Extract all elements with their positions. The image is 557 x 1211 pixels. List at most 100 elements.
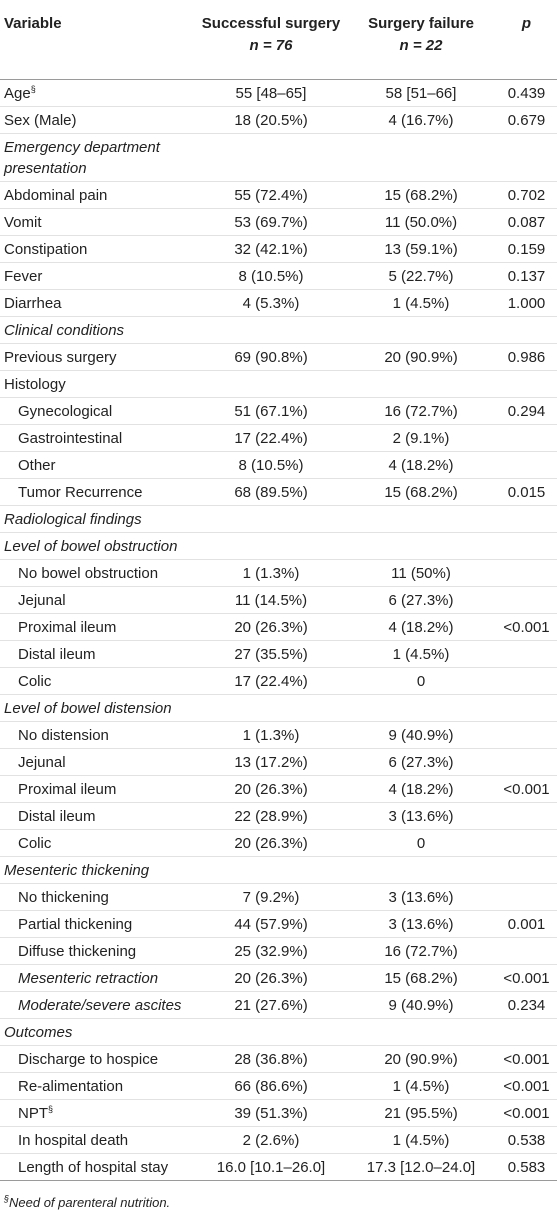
table-row: No bowel obstruction 1 (1.3%) 11 (50%) [0,559,557,587]
value-cell [346,1018,496,1046]
table-row: Tumor Recurrence 68 (89.5%) 15 (68.2%) 0.01… [0,478,557,506]
cell-value: 1 (1.3%) [242,726,300,744]
row-label-cell: Mesenteric thickening [0,856,196,884]
table-row: Diffuse thickening 25 (32.9%) 16 (72.7%) [0,937,557,965]
cell-value: 1.000 [507,294,546,312]
value-cell: 0.538 [496,1126,557,1154]
value-cell [496,559,557,587]
value-cell [346,370,496,398]
cell-value: 55 (72.4%) [234,186,308,204]
row-label: Level of bowel obstruction [4,537,178,555]
row-label: Mesenteric thickening [4,861,150,879]
table-row: In hospital death 2 (2.6%) 1 (4.5%) 0.538 [0,1126,557,1154]
cell-value: 0.679 [507,111,546,129]
cell-value: <0.001 [503,969,550,987]
value-cell: 0.702 [496,181,557,209]
value-cell: 20 (26.3%) [196,829,346,857]
value-cell [496,667,557,695]
table-row: Proximal ileum 20 (26.3%) 4 (18.2%) <0.001 [0,613,557,641]
cell-value: 11 (14.5%) [234,591,308,609]
value-cell [496,424,557,452]
cell-value: 21 (95.5%) [384,1104,458,1122]
table-row: NPT§ 39 (51.3%) 21 (95.5%) <0.001 [0,1099,557,1127]
cell-value: 13 (59.1%) [384,240,458,258]
row-label-cell: Gastrointestinal [0,424,196,452]
cell-value: <0.001 [503,618,550,636]
value-cell [346,532,496,560]
row-label: Gynecological [18,402,113,420]
value-cell: 11 (14.5%) [196,586,346,614]
value-cell: 68 (89.5%) [196,478,346,506]
value-cell: 1 (4.5%) [346,1126,496,1154]
row-label-cell: Discharge to hospice [0,1045,196,1073]
row-label: Re-alimentation [18,1077,124,1095]
cell-value: 2 (9.1%) [392,429,450,447]
row-label: No bowel obstruction [18,564,159,582]
row-label-cell: Fever [0,262,196,290]
value-cell: 1 (1.3%) [196,721,346,749]
cell-value: 4 (18.2%) [388,780,454,798]
cell-value: <0.001 [503,780,550,798]
row-label-cell: Histology [0,370,196,398]
cell-value: 0 [416,672,426,690]
cell-value: 0.015 [507,483,546,501]
cell-value: 3 (13.6%) [388,915,454,933]
cell-value: 55 [48–65] [235,84,307,102]
table-row: Re-alimentation 66 (86.6%) 1 (4.5%) <0.001 [0,1072,557,1100]
table-row: Radiological findings [0,505,557,533]
row-label: Outcomes [4,1023,73,1041]
cell-value: 16 (72.7%) [384,942,458,960]
value-cell: <0.001 [496,964,557,992]
cell-value: 17 (22.4%) [234,429,308,447]
value-cell: 51 (67.1%) [196,397,346,425]
value-cell: 9 (40.9%) [346,991,496,1019]
row-label: Fever [4,267,43,285]
value-cell [496,748,557,776]
value-cell: 66 (86.6%) [196,1072,346,1100]
header-text: p [521,15,532,32]
value-cell [196,1018,346,1046]
row-label-cell: Re-alimentation [0,1072,196,1100]
value-cell: 1 (4.5%) [346,640,496,668]
value-cell: 0.137 [496,262,557,290]
cell-value: 20 (26.3%) [234,618,308,636]
row-label: Age§ [4,83,36,102]
value-cell: 1 (4.5%) [346,289,496,317]
cell-value: 0.234 [507,996,546,1014]
value-cell: 4 (16.7%) [346,106,496,134]
value-cell: 16.0 [10.1–26.0] [196,1153,346,1181]
value-cell: 13 (59.1%) [346,235,496,263]
value-cell [196,370,346,398]
table-row: Level of bowel distension [0,694,557,722]
row-label: Radiological findings [4,510,142,528]
header-row: Variable Successful surgery n = 76 Surger… [0,0,557,80]
row-label: Colic [18,834,52,852]
value-cell [196,694,346,722]
cell-value: 16 (72.7%) [384,402,458,420]
row-label-cell: Proximal ileum [0,613,196,641]
row-label: Diffuse thickening [18,942,137,960]
table-body: Age§ 55 [48–65] 58 [51–66] 0.439 Sex (Male) 1… [0,79,557,1181]
cell-value: 1 (4.5%) [392,1077,450,1095]
row-label: Mesenteric retraction [18,969,159,987]
cell-value: 9 (40.9%) [388,996,454,1014]
value-cell [196,505,346,533]
value-cell: 4 (18.2%) [346,451,496,479]
cell-value: 20 (90.9%) [384,1050,458,1068]
cell-value: 4 (16.7%) [388,111,454,129]
cell-value: 20 (90.9%) [384,348,458,366]
row-label: Level of bowel distension [4,699,172,717]
cell-value: 1 (4.5%) [392,294,450,312]
value-cell: 28 (36.8%) [196,1045,346,1073]
row-label-cell: No distension [0,721,196,749]
row-label: Clinical conditions [4,321,125,339]
row-label: No distension [18,726,109,744]
value-cell [346,505,496,533]
value-cell: 13 (17.2%) [196,748,346,776]
value-cell [496,937,557,965]
row-label: Abdominal pain [4,186,108,204]
value-cell: 4 (18.2%) [346,775,496,803]
value-cell: 17 (22.4%) [196,667,346,695]
table-row: Clinical conditions [0,316,557,344]
